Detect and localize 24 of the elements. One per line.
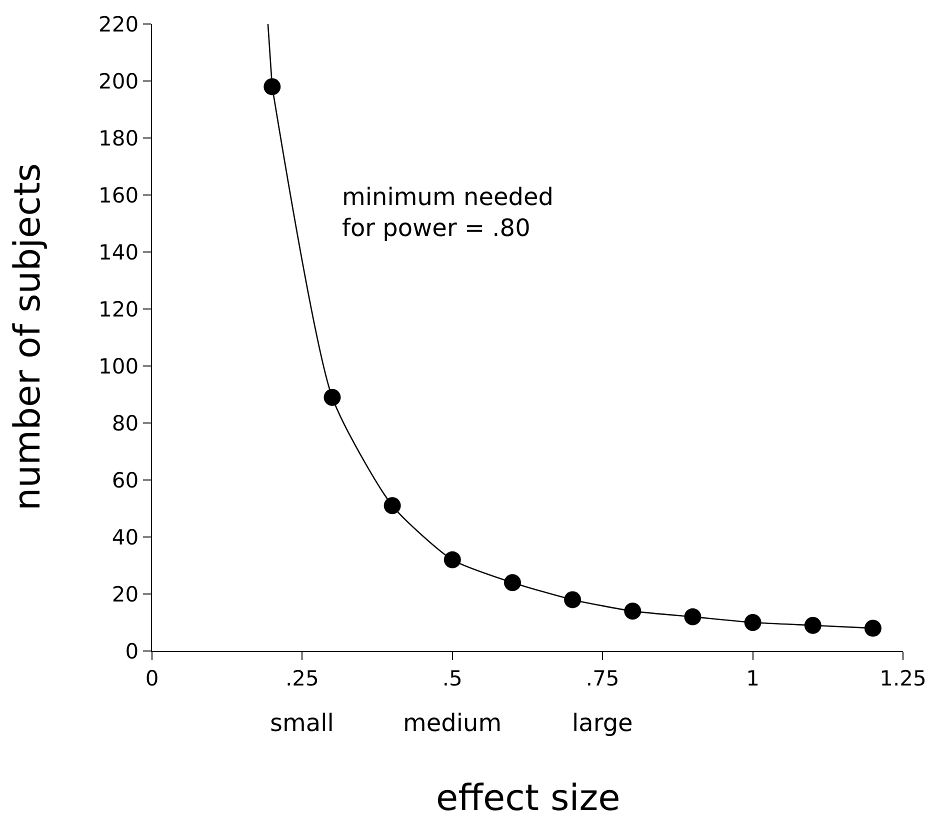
x-axis-title: effect size (436, 778, 620, 819)
annotation: minimum needed for power = .80 (342, 183, 554, 242)
x-tick-label: .25 (285, 666, 319, 690)
y-tick-label: 220 (98, 12, 139, 36)
text: large (572, 709, 633, 737)
x-tick-label: .5 (442, 666, 462, 690)
y-tick-label: 200 (98, 69, 139, 94)
y-tick-label: 160 (98, 183, 139, 208)
y-tick-label: 80 (112, 411, 139, 436)
y-axis-title: number of subjects (8, 163, 49, 511)
x-tick-label: 1 (746, 666, 760, 690)
y-tick-label: 100 (98, 354, 139, 378)
y-tick-label: 40 (112, 525, 139, 550)
y-tick-label: 0 (125, 639, 139, 664)
y-tick-label: 20 (112, 582, 139, 606)
y-tick-label: 140 (98, 240, 139, 264)
y-tick-label: 120 (98, 297, 139, 322)
y-tick-label: 180 (98, 126, 139, 150)
text: medium (403, 709, 502, 737)
x-tick-label: 1.25 (880, 666, 926, 690)
y-tick-label: 60 (112, 468, 139, 492)
text: small (270, 709, 334, 737)
x-tick-label: 0 (145, 666, 159, 690)
x-tick-label: .75 (586, 666, 620, 690)
